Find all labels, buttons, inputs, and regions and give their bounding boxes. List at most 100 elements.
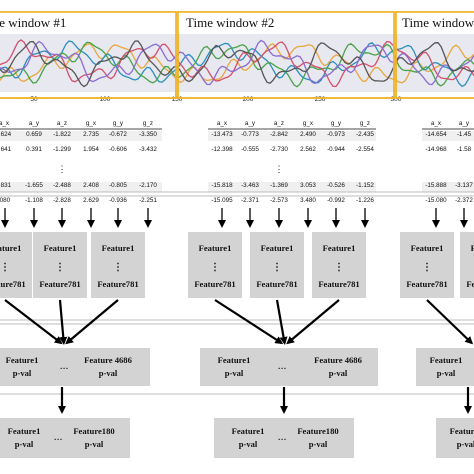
aggregated-box-rect <box>200 348 378 386</box>
table-cell: -2.573 <box>270 197 288 204</box>
table-cell: 1.954 <box>83 146 99 153</box>
feature-box-rect <box>460 232 474 298</box>
table-row-band <box>422 131 474 141</box>
selected-first-label: Feature1 <box>8 426 41 436</box>
feature-first-label: Feature1 <box>0 243 21 253</box>
feature-first-label: Feature1 <box>199 243 232 253</box>
selected-first-sub: p-val <box>239 439 258 449</box>
feature-box-rect <box>188 232 242 298</box>
table-cell: -0.526 <box>327 182 345 189</box>
table-cell: 0.391 <box>26 146 42 153</box>
converging-arrows <box>4 299 474 345</box>
table-cell: -1.152 <box>356 182 374 189</box>
feature-box-rect <box>0 232 32 298</box>
table-cell: -3.350 <box>139 131 157 138</box>
converging-arrow <box>286 299 340 345</box>
selected-first-sub: p-val <box>15 439 34 449</box>
selected-last-label: Feature180 <box>297 426 338 436</box>
selected-ellipsis: … <box>54 432 63 442</box>
table-header-cell: a_y <box>459 120 470 127</box>
converging-arrow <box>4 299 63 345</box>
table-cell: -2.554 <box>356 146 374 153</box>
selected-first-sub: p-val <box>457 439 474 449</box>
time-window-3-label: Time window #3 <box>402 15 474 30</box>
table-header-cell: g_x <box>303 120 314 127</box>
table-cell: -2.371 <box>241 197 259 204</box>
table-cell: -3.463 <box>241 182 259 189</box>
table-cell: -2.730 <box>270 146 288 153</box>
table-cell: -14.968 <box>425 146 447 153</box>
table-cell: -2.251 <box>139 197 157 204</box>
table-dots: ⋮ <box>58 164 67 174</box>
selected-last-label: Feature180 <box>73 426 114 436</box>
feature-last-label: Feature781 <box>466 279 474 289</box>
table-cell: -1.108 <box>25 197 43 204</box>
selected-box: Feature1 p-val <box>436 418 474 458</box>
selected-box-rect <box>0 418 130 458</box>
table-cell: -13.473 <box>211 131 233 138</box>
table-cell: -1.226 <box>356 197 374 204</box>
table-cell: -15.818 <box>211 182 233 189</box>
feature-first-label: Feature1 <box>471 243 474 253</box>
table-cell: 2.408 <box>83 182 99 189</box>
aggregated-box-rect <box>416 348 474 386</box>
signal-line <box>0 39 474 86</box>
feature-box: Feature1⋮Feature781 <box>250 232 304 298</box>
feature-last-label: Feature781 <box>318 279 359 289</box>
feature-last-label: Feature781 <box>256 279 297 289</box>
feature-last-label: Feature781 <box>0 279 26 289</box>
aggregated-last-label: Feature 4686 <box>84 355 133 365</box>
feature-box-rect <box>400 232 454 298</box>
table-cell: -0.773 <box>241 131 259 138</box>
selected-first-label: Feature1 <box>450 426 474 436</box>
x-tick-label: 50 <box>30 96 38 103</box>
converging-arrow <box>65 299 119 345</box>
table-header-cell: a_y <box>29 120 40 127</box>
aggregated-last-sub: p-val <box>99 368 118 378</box>
table-header-cell: g_z <box>143 120 153 127</box>
table-cell: 2.490 <box>300 131 316 138</box>
sensor-table-1: a_x a_y a_z g_x g_y g_z -.624 0.659 -1.822 2.735 -… <box>0 120 162 204</box>
feature-vdots: ⋮ <box>272 262 282 273</box>
table-row-band <box>0 131 162 141</box>
table-cell: -0.992 <box>327 197 345 204</box>
converging-arrow <box>426 299 474 345</box>
selected-last-sub: p-val <box>85 439 104 449</box>
feature-first-label: Feature1 <box>102 243 135 253</box>
time-window-1-label: Time window #1 <box>0 15 66 30</box>
feature-box: Feature1⋮Feature781 <box>33 232 87 298</box>
feature-box: Feature1⋮Feature781 <box>460 232 474 298</box>
table-cell: .080 <box>0 197 11 204</box>
table-cell: -15.095 <box>211 197 233 204</box>
selected-box-rect <box>214 418 354 458</box>
table-cell: 2.629 <box>83 197 99 204</box>
table-header-cell: a_x <box>431 120 442 127</box>
sensor-table-2: a_x a_y a_z g_x g_y g_z -13.473 -0.773 -2.842 2.4… <box>208 120 376 204</box>
table-cell: -0.555 <box>241 146 259 153</box>
table-header-cell: a_z <box>274 120 284 127</box>
table-cell: -1.58 <box>457 146 472 153</box>
feature-first-label: Feature1 <box>323 243 356 253</box>
table-cell: -.624 <box>0 131 12 138</box>
converging-arrow <box>58 299 68 345</box>
table-header-cell: g_y <box>331 120 342 127</box>
table-cell: -2.828 <box>53 197 71 204</box>
feature-boxes: Feature1 ⋮ Feature781 Feature1 ⋮ Feature781 Fe… <box>0 232 474 298</box>
table-cell: -1.655 <box>25 182 43 189</box>
selected-box: Feature1 p-val … Feature180 p-val <box>214 418 354 458</box>
table-cell: -0.936 <box>109 197 127 204</box>
feature-box: Feature1⋮Feature781 <box>188 232 242 298</box>
feature-box: Feature1⋮Feature781 <box>91 232 145 298</box>
aggregated-last-sub: p-val <box>329 368 348 378</box>
aggregated-ellipsis: … <box>60 361 69 371</box>
sensor-tables: a_x a_y a_z g_x g_y g_z -.624 0.659 -1.822 2.735 -… <box>0 120 474 204</box>
x-axis: 50 100 150 200 250 300 <box>30 96 401 103</box>
x-tick-label: 150 <box>172 96 183 103</box>
table-row-band <box>208 182 376 192</box>
feature-vdots: ⋮ <box>0 262 10 273</box>
feature-vdots: ⋮ <box>210 262 220 273</box>
feature-vdots: ⋮ <box>55 262 65 273</box>
